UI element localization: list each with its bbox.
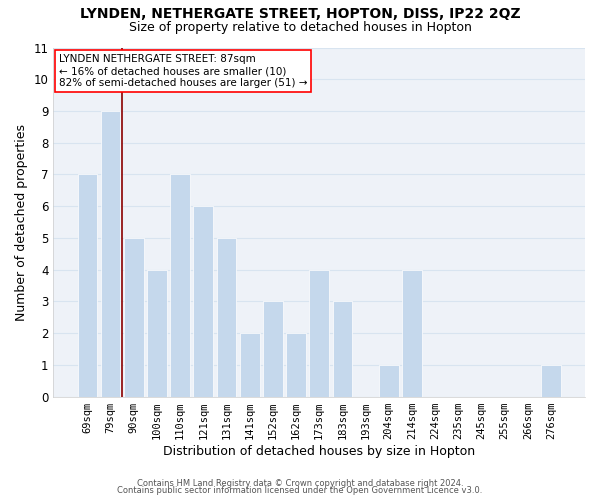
Bar: [286, 333, 306, 396]
Bar: [310, 270, 329, 396]
Text: LYNDEN, NETHERGATE STREET, HOPTON, DISS, IP22 2QZ: LYNDEN, NETHERGATE STREET, HOPTON, DISS,…: [80, 8, 520, 22]
Bar: [124, 238, 143, 396]
Text: Contains public sector information licensed under the Open Government Licence v3: Contains public sector information licen…: [118, 486, 482, 495]
Bar: [379, 365, 398, 396]
Text: LYNDEN NETHERGATE STREET: 87sqm
← 16% of detached houses are smaller (10)
82% of: LYNDEN NETHERGATE STREET: 87sqm ← 16% of…: [59, 54, 307, 88]
Bar: [402, 270, 422, 396]
Text: Size of property relative to detached houses in Hopton: Size of property relative to detached ho…: [128, 21, 472, 34]
Bar: [101, 111, 121, 397]
Bar: [147, 270, 167, 396]
X-axis label: Distribution of detached houses by size in Hopton: Distribution of detached houses by size …: [163, 444, 475, 458]
Bar: [193, 206, 213, 396]
Bar: [217, 238, 236, 396]
Bar: [240, 333, 260, 396]
Y-axis label: Number of detached properties: Number of detached properties: [15, 124, 28, 320]
Bar: [263, 302, 283, 396]
Bar: [77, 174, 97, 396]
Bar: [541, 365, 561, 396]
Bar: [170, 174, 190, 396]
Bar: [332, 302, 352, 396]
Text: Contains HM Land Registry data © Crown copyright and database right 2024.: Contains HM Land Registry data © Crown c…: [137, 478, 463, 488]
